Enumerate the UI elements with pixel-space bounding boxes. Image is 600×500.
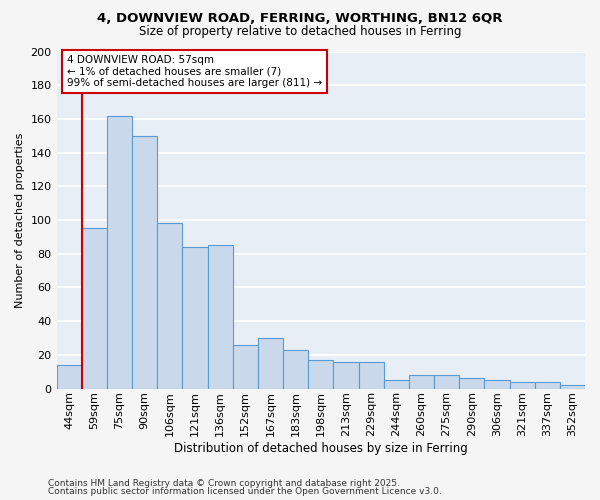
Bar [434,375,459,388]
Bar [308,360,334,388]
Bar [182,247,208,388]
Y-axis label: Number of detached properties: Number of detached properties [15,132,25,308]
Bar [409,375,434,388]
Bar [107,116,132,388]
Bar [459,378,484,388]
Bar [56,365,82,388]
Text: Size of property relative to detached houses in Ferring: Size of property relative to detached ho… [139,25,461,38]
Bar [233,344,258,389]
Text: Contains public sector information licensed under the Open Government Licence v3: Contains public sector information licen… [48,487,442,496]
Bar [334,362,359,388]
Bar [359,362,383,388]
Text: 4 DOWNVIEW ROAD: 57sqm
← 1% of detached houses are smaller (7)
99% of semi-detac: 4 DOWNVIEW ROAD: 57sqm ← 1% of detached … [67,55,322,88]
Bar [560,385,585,388]
Bar [535,382,560,388]
Bar [509,382,535,388]
Bar [258,338,283,388]
Bar [208,246,233,388]
Bar [157,224,182,388]
Bar [132,136,157,388]
Bar [82,228,107,388]
Bar [484,380,509,388]
X-axis label: Distribution of detached houses by size in Ferring: Distribution of detached houses by size … [174,442,467,455]
Bar [383,380,409,388]
Bar [283,350,308,389]
Text: 4, DOWNVIEW ROAD, FERRING, WORTHING, BN12 6QR: 4, DOWNVIEW ROAD, FERRING, WORTHING, BN1… [97,12,503,26]
Text: Contains HM Land Registry data © Crown copyright and database right 2025.: Contains HM Land Registry data © Crown c… [48,478,400,488]
